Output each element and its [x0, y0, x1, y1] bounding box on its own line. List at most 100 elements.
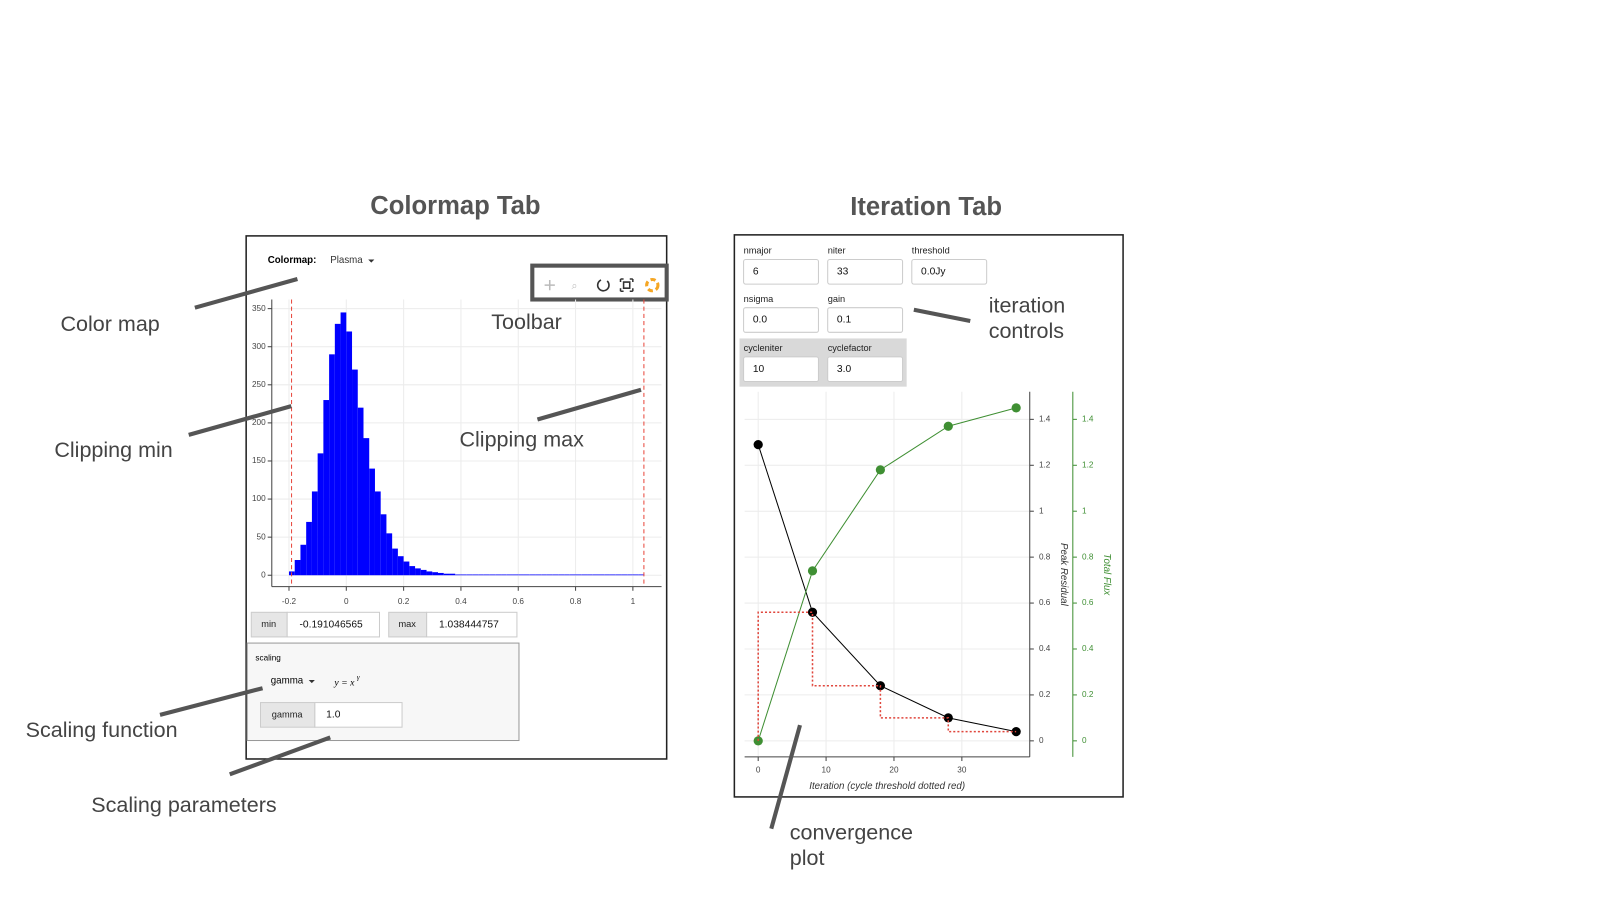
field-label-box — [260, 702, 316, 728]
bar — [397, 556, 404, 576]
bar — [598, 574, 605, 576]
y-tick-label: 1 — [1039, 506, 1044, 515]
bar — [403, 561, 410, 576]
bar — [472, 574, 479, 576]
y-tick-label: 0 — [1039, 736, 1044, 745]
field-value: 6 — [753, 266, 759, 277]
bar — [426, 571, 433, 576]
y2-tick-label: 0.2 — [1082, 690, 1094, 699]
field-input[interactable] — [743, 356, 819, 383]
field-input[interactable] — [827, 258, 904, 285]
bar — [564, 574, 570, 576]
y-tick-label: 200 — [252, 418, 266, 427]
annotation: Clipping min — [54, 438, 172, 462]
annotation: Scaling function — [26, 718, 178, 742]
bar — [569, 574, 576, 576]
bar — [346, 331, 353, 576]
y-tick-label: 0.6 — [1039, 598, 1051, 607]
box-zoom-icon[interactable] — [619, 278, 634, 293]
bar — [501, 574, 507, 576]
field-input[interactable] — [743, 307, 819, 333]
bar — [443, 573, 450, 576]
y-tick-label: 0.8 — [1039, 552, 1051, 561]
bar — [455, 574, 461, 576]
bar — [638, 574, 645, 576]
gamma-label: gamma — [272, 709, 304, 719]
field-input[interactable] — [743, 258, 819, 285]
leader-line — [913, 307, 971, 324]
x-tick-label: 1 — [631, 597, 636, 606]
field-value: 0.0Jy — [921, 266, 946, 277]
field-input[interactable] — [827, 307, 904, 333]
iteration-controls: nmajor 6 niter 33 threshold 0.0Jy nsigma 0.0 gai… — [743, 246, 988, 383]
leader-line — [536, 387, 642, 422]
max-input[interactable] — [426, 611, 518, 638]
field-label: gain — [828, 294, 845, 304]
x-tick-label: 0.6 — [513, 597, 525, 606]
formula-exponent: γ — [357, 674, 360, 682]
bar — [495, 574, 502, 576]
bar — [352, 369, 358, 576]
bar — [438, 572, 444, 576]
field-label: niter — [828, 246, 846, 256]
gamma-input[interactable] — [314, 702, 403, 728]
bar — [581, 574, 588, 576]
bar — [323, 400, 330, 576]
colormap-dropdown[interactable]: Plasma — [330, 255, 363, 266]
bar — [409, 566, 416, 576]
heading: Iteration Tab — [850, 193, 1002, 221]
scaling-dropdown[interactable]: gamma — [271, 676, 304, 687]
bar — [512, 574, 519, 576]
field-label: nsigma — [744, 294, 775, 304]
y-tick-label: 50 — [257, 532, 267, 541]
dropdown-caret — [368, 259, 375, 263]
formula: y = x — [333, 677, 355, 688]
pan-icon[interactable] — [544, 280, 555, 291]
bar — [294, 560, 301, 576]
leader-line — [188, 404, 292, 437]
field-input[interactable] — [911, 258, 988, 285]
dropdown-caret — [308, 680, 315, 684]
y2-tick-label: 1.2 — [1082, 460, 1094, 469]
point — [943, 421, 953, 431]
y-tick-label: 100 — [252, 494, 266, 503]
point — [753, 736, 763, 746]
convergence-plot: 0 10 20 30 0 0.2 0.4 0.6 0.8 1 1.2 1.4 0 0.2 0.4 0.6 0.8… — [744, 391, 1112, 792]
y-tick-label: 350 — [252, 304, 266, 313]
min-input[interactable] — [286, 611, 380, 638]
field-value: 0.0 — [753, 315, 768, 326]
field-value: 0.1 — [837, 315, 852, 326]
field-input[interactable] — [827, 356, 904, 383]
bar — [380, 514, 387, 576]
x-tick-label: 0.2 — [398, 597, 410, 606]
reset-icon[interactable] — [596, 279, 610, 292]
bar — [489, 574, 496, 576]
bokeh-logo[interactable] — [645, 277, 660, 293]
toolbar: ⌕ — [530, 263, 669, 302]
wheel-zoom-icon[interactable]: ⌕ — [571, 281, 577, 292]
bar — [523, 574, 530, 576]
bar — [466, 574, 473, 576]
y2-tick-label: 1.4 — [1082, 415, 1094, 424]
point — [875, 465, 886, 475]
bar — [506, 574, 513, 576]
bar — [420, 569, 427, 576]
bar — [558, 574, 565, 576]
max-value: 1.038444757 — [439, 619, 499, 630]
annotation: Color map — [61, 312, 160, 336]
bar — [460, 574, 467, 576]
bar — [340, 312, 347, 576]
bar — [518, 574, 524, 576]
field-label: cyclefactor — [828, 343, 872, 353]
bar — [535, 574, 542, 576]
min-label: min — [261, 619, 276, 629]
field-label: threshold — [912, 246, 950, 256]
annotation: Toolbar — [491, 310, 562, 334]
bar — [386, 533, 393, 576]
bar — [529, 574, 536, 576]
gamma-value: 1.0 — [326, 710, 341, 721]
leader-line — [194, 276, 298, 310]
leader-line — [229, 735, 331, 777]
annotations: Color map Toolbar Clipping min Clipping … — [26, 276, 1065, 870]
